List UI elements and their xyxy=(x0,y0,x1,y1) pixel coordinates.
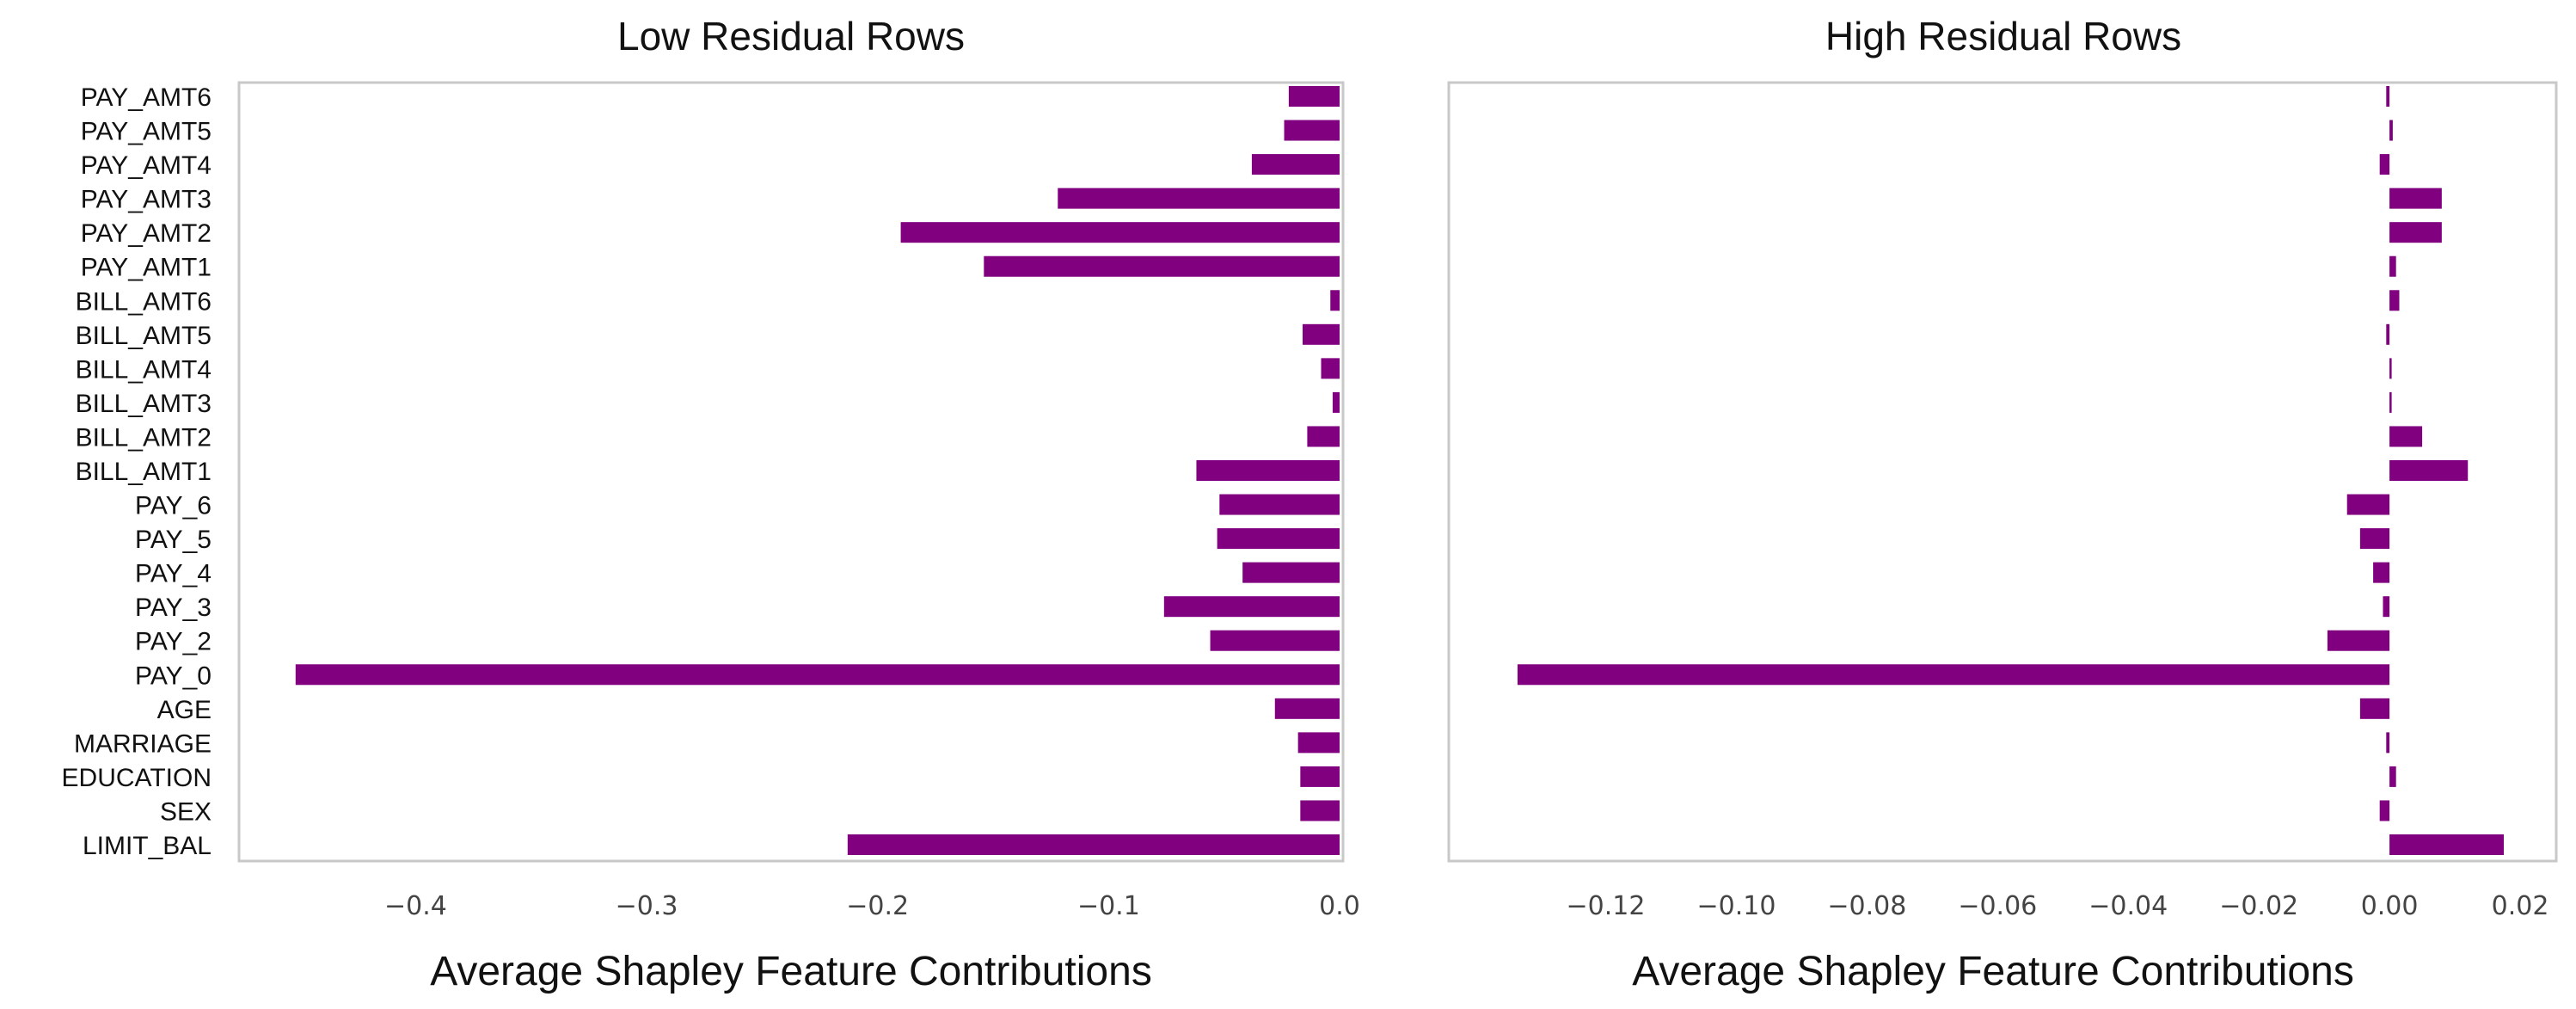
category-label-marriage: MARRIAGE xyxy=(74,729,212,758)
low-residual-bar-pay-amt5 xyxy=(1284,120,1340,141)
high-residual-bar-age xyxy=(2359,698,2390,719)
low-residual-bar-pay-amt1 xyxy=(984,255,1340,277)
category-label-pay-6: PAY_6 xyxy=(135,492,212,520)
low-residual-x-axis-label: Average Shapley Feature Contributions xyxy=(430,949,1152,994)
low-residual-bar-bill-amt2 xyxy=(1307,426,1340,447)
category-label-bill-amt6: BILL_AMT6 xyxy=(76,287,212,316)
high-residual-bar-bill-amt5 xyxy=(2386,323,2390,345)
high-residual-bar-pay-0 xyxy=(1517,664,2390,686)
high-residual-bar-bill-amt1 xyxy=(2389,460,2469,481)
low-residual-title: Low Residual Rows xyxy=(617,14,965,58)
low-residual-panel: Low Residual Rows LIMIT_BAL SEX EDUCATION M… xyxy=(62,14,1360,994)
high-residual-title: High Residual Rows xyxy=(1825,14,2181,58)
category-label-pay-amt2: PAY_AMT2 xyxy=(81,219,212,248)
category-label-sex: SEX xyxy=(160,797,212,826)
high-residual-x-tick-label: 0.02 xyxy=(2492,891,2549,921)
category-label-pay-amt1: PAY_AMT1 xyxy=(81,254,212,282)
low-residual-bar-marriage xyxy=(1297,732,1340,754)
high-residual-x-tick-label: −0.06 xyxy=(1958,891,2037,921)
high-residual-bar-bill-amt2 xyxy=(2389,426,2423,447)
high-residual-bar-pay-amt2 xyxy=(2389,222,2442,243)
high-residual-bar-pay-2 xyxy=(2327,630,2390,651)
category-label-pay-5: PAY_5 xyxy=(135,526,212,554)
low-residual-bar-pay-6 xyxy=(1219,494,1340,515)
low-residual-x-tick-label: −0.1 xyxy=(1077,891,1140,921)
low-residual-bar-limit-bal xyxy=(847,834,1340,855)
high-residual-bar-pay-4 xyxy=(2373,562,2390,583)
low-residual-plot-frame xyxy=(237,81,1345,863)
high-residual-bar-sex xyxy=(2379,800,2390,821)
high-residual-bar-pay-amt5 xyxy=(2389,120,2393,141)
category-label-pay-0: PAY_0 xyxy=(135,661,212,690)
high-residual-x-axis-label: Average Shapley Feature Contributions xyxy=(1632,949,2354,994)
high-residual-x-tick-label: −0.02 xyxy=(2219,891,2298,921)
high-residual-panel: High Residual Rows −0.12 −0.10 −0.08 −0.06−… xyxy=(1447,14,2558,994)
low-residual-x-tick-label: −0.2 xyxy=(846,891,909,921)
category-label-pay-amt4: PAY_AMT4 xyxy=(81,151,212,180)
low-residual-bar-bill-amt4 xyxy=(1321,358,1340,379)
low-residual-bar-education xyxy=(1300,766,1340,787)
high-residual-bar-pay-5 xyxy=(2359,528,2390,550)
low-residual-x-tick-label: −0.4 xyxy=(384,891,447,921)
high-residual-bar-limit-bal xyxy=(2389,834,2505,855)
category-label-bill-amt3: BILL_AMT3 xyxy=(76,390,212,418)
low-residual-x-tick-label: 0.0 xyxy=(1319,891,1360,921)
high-residual-x-tick-label: 0.00 xyxy=(2361,891,2419,921)
high-residual-bar-pay-3 xyxy=(2383,596,2390,618)
low-residual-bars xyxy=(295,86,1340,855)
high-residual-bar-bill-amt4 xyxy=(2389,358,2392,379)
low-residual-x-tick-label: −0.3 xyxy=(616,891,678,921)
low-residual-bar-sex xyxy=(1300,800,1340,821)
category-label-pay-4: PAY_4 xyxy=(135,560,212,588)
category-label-bill-amt2: BILL_AMT2 xyxy=(76,423,212,452)
high-residual-bar-bill-amt6 xyxy=(2389,290,2400,311)
category-label-pay-3: PAY_3 xyxy=(135,594,212,622)
low-residual-bar-bill-amt1 xyxy=(1196,460,1340,481)
high-residual-bar-pay-amt4 xyxy=(2379,154,2390,175)
low-residual-x-ticks: −0.4 −0.3 −0.2 −0.1 0.0 xyxy=(384,891,1360,921)
high-residual-bar-marriage xyxy=(2386,732,2390,754)
high-residual-bar-bill-amt3 xyxy=(2389,391,2392,413)
high-residual-x-ticks: −0.12 −0.10 −0.08 −0.06 −0.04 −0.02 0.00 0.02 xyxy=(1567,891,2549,921)
low-residual-category-labels: LIMIT_BAL SEX EDUCATION MARRIAGE AGE PAY_0 PAY… xyxy=(62,83,212,860)
category-label-limit-bal: LIMIT_BAL xyxy=(83,832,212,860)
low-residual-bar-pay-2 xyxy=(1210,630,1340,651)
high-residual-bar-pay-6 xyxy=(2346,494,2390,515)
low-residual-bar-pay-amt6 xyxy=(1288,86,1340,107)
high-residual-bars xyxy=(1517,86,2505,855)
category-label-pay-amt3: PAY_AMT3 xyxy=(81,186,212,214)
high-residual-x-tick-label: −0.10 xyxy=(1696,891,1776,921)
low-residual-bar-pay-amt2 xyxy=(900,222,1340,243)
low-residual-bar-bill-amt6 xyxy=(1330,290,1340,311)
high-residual-plot-frame xyxy=(1447,81,2558,863)
low-residual-bar-pay-0 xyxy=(295,664,1340,686)
high-residual-bar-pay-amt1 xyxy=(2389,255,2396,277)
high-residual-bar-pay-amt3 xyxy=(2389,188,2442,209)
high-residual-x-tick-label: −0.12 xyxy=(1567,891,1646,921)
low-residual-bar-bill-amt3 xyxy=(1332,391,1340,413)
category-label-age: AGE xyxy=(157,696,212,724)
high-residual-x-tick-label: −0.04 xyxy=(2088,891,2168,921)
low-residual-bar-bill-amt5 xyxy=(1303,323,1340,345)
category-label-bill-amt1: BILL_AMT1 xyxy=(76,458,212,486)
category-label-pay-amt6: PAY_AMT6 xyxy=(81,83,212,112)
low-residual-bar-pay-5 xyxy=(1217,528,1340,550)
category-label-education: EDUCATION xyxy=(62,764,212,792)
high-residual-bar-pay-amt6 xyxy=(2386,86,2390,107)
category-label-bill-amt5: BILL_AMT5 xyxy=(76,322,212,350)
category-label-pay-2: PAY_2 xyxy=(135,628,212,656)
high-residual-bar-education xyxy=(2389,766,2396,787)
high-residual-x-tick-label: −0.08 xyxy=(1827,891,1906,921)
category-label-bill-amt4: BILL_AMT4 xyxy=(76,355,212,384)
low-residual-bar-pay-amt4 xyxy=(1251,154,1340,175)
category-label-pay-amt5: PAY_AMT5 xyxy=(81,118,212,146)
low-residual-bar-age xyxy=(1274,698,1340,719)
low-residual-bar-pay-3 xyxy=(1163,596,1340,618)
low-residual-bar-pay-4 xyxy=(1242,562,1340,583)
low-residual-bar-pay-amt3 xyxy=(1058,188,1340,209)
